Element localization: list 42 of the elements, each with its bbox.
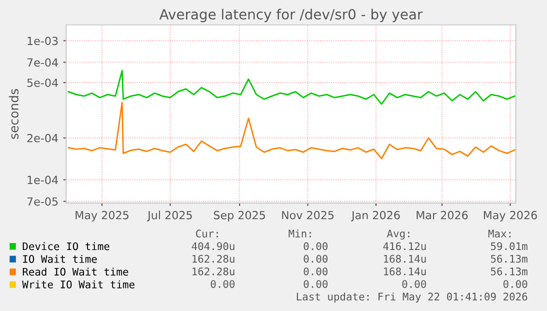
- text: 56.13m: [490, 254, 528, 263]
- y-tick-label: 7e-04: [27, 58, 58, 67]
- text: Avg:: [386, 230, 410, 240]
- x-tick-label: Jan 2026: [350, 210, 400, 222]
- legend-label: IO Wait time: [23, 254, 97, 263]
- legend-label: Device IO time: [22, 242, 110, 250]
- y-tick-label: 5e-04: [27, 78, 58, 87]
- text: 0.00: [503, 280, 528, 288]
- line-series: [68, 70, 516, 105]
- chart-title: Average latency for /dev/sr0 - by year: [159, 8, 423, 22]
- text: 162.28u: [192, 267, 234, 276]
- y-tick-label: 7e-05: [27, 197, 58, 206]
- y-tick-label: 2e-04: [27, 134, 58, 142]
- text: 0.00: [210, 280, 235, 288]
- x-tick-label: Jul 2025: [147, 210, 192, 222]
- text: 416.12u: [383, 242, 426, 250]
- text: 168.14u: [384, 254, 426, 263]
- text: Last update: Fri May 22 01:41:09 2026: [296, 292, 528, 303]
- text: 162.28u: [192, 254, 234, 263]
- text: 0.00: [304, 267, 328, 276]
- text: Min:: [288, 229, 311, 238]
- text: 0.00: [402, 280, 426, 288]
- text: 0.00: [304, 280, 328, 288]
- x-tick-label: Mar 2026: [416, 210, 468, 220]
- y-axis-title: seconds: [8, 89, 19, 139]
- text: 59.01m: [490, 242, 528, 250]
- text: 404.90u: [192, 242, 234, 250]
- legend-label: Read IO Wait time: [22, 268, 128, 276]
- text: Max:: [488, 230, 511, 238]
- x-tick-label: Sep 2025: [214, 210, 265, 222]
- line-series: [68, 102, 516, 160]
- y-tick-label: 1e-04: [28, 176, 58, 184]
- text: 168.14u: [384, 267, 426, 276]
- text: Cur:: [196, 230, 218, 238]
- text: 56.13m: [490, 267, 528, 276]
- legend-label: Write IO Wait time: [22, 280, 134, 288]
- x-tick-label: Nov 2025: [282, 210, 334, 220]
- y-tick-label: 1e-03: [28, 36, 58, 46]
- x-tick-label: May 2026: [484, 210, 537, 222]
- text: 0.00: [304, 254, 328, 263]
- text: 0.00: [304, 242, 328, 250]
- x-tick-label: May 2025: [76, 210, 128, 222]
